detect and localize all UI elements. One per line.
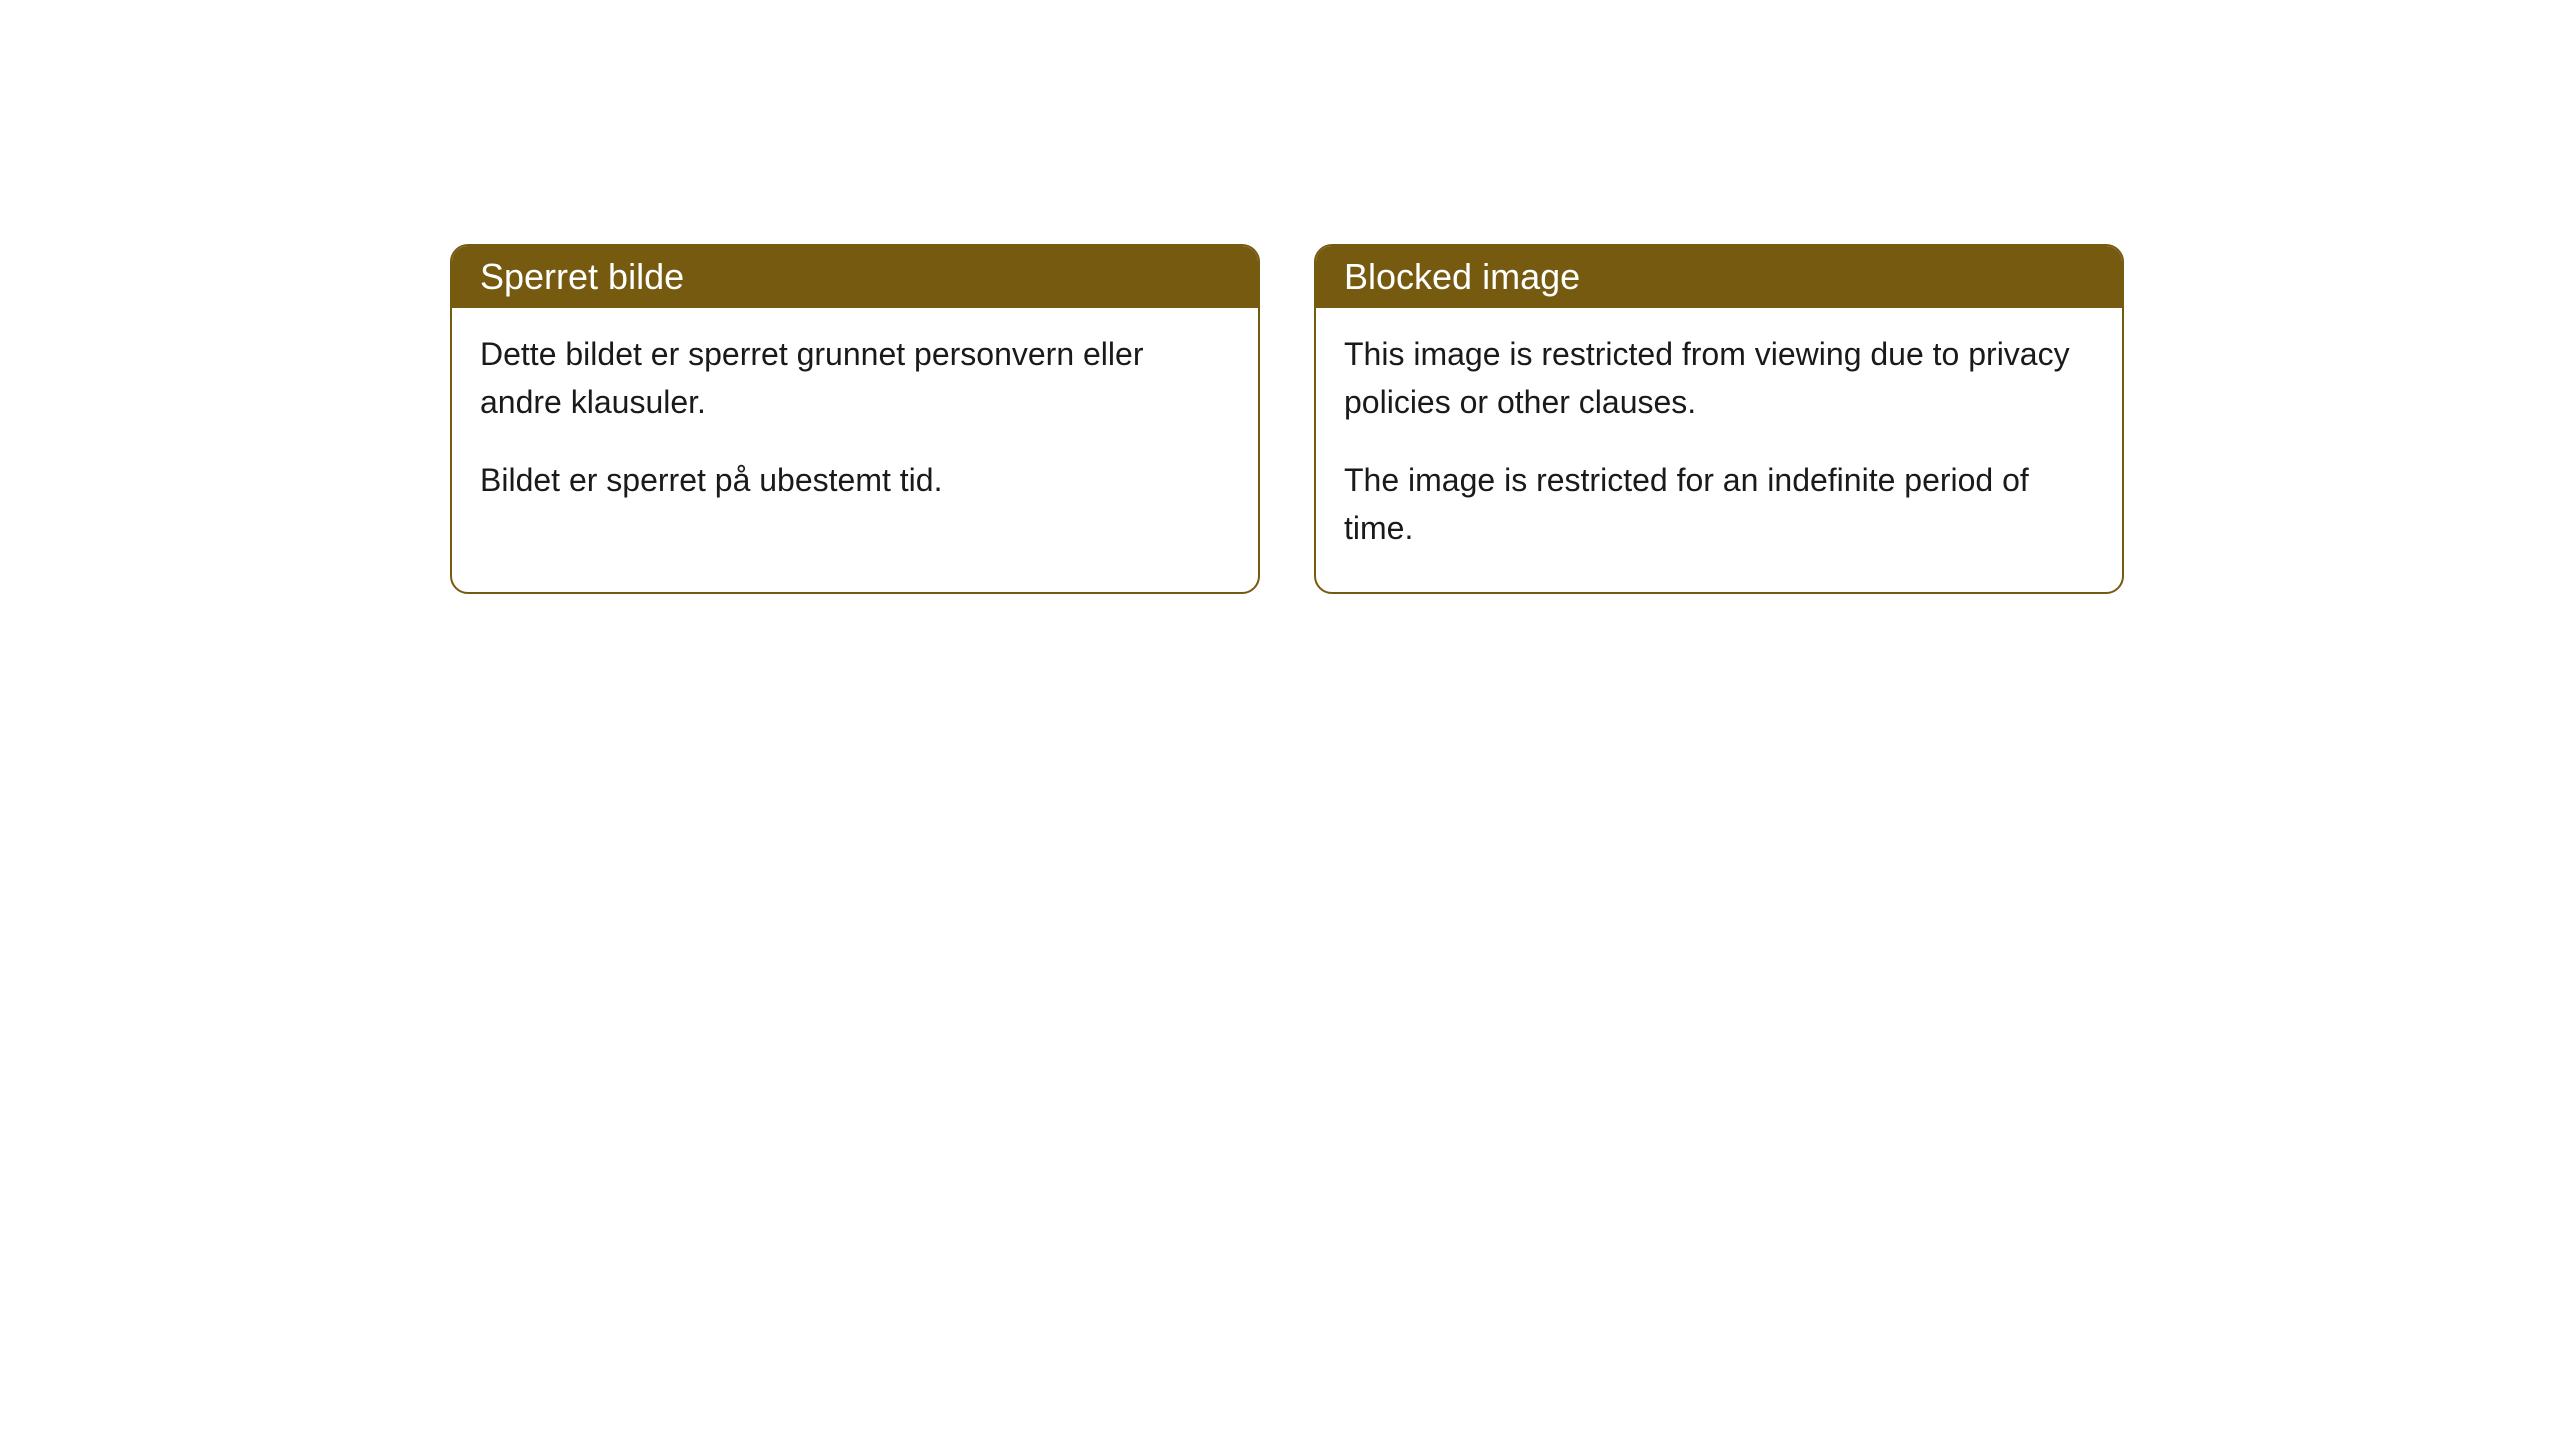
card-header: Blocked image [1316, 246, 2122, 308]
card-paragraph-1: This image is restricted from viewing du… [1344, 330, 2094, 426]
card-title: Sperret bilde [480, 256, 684, 297]
card-title: Blocked image [1344, 256, 1580, 297]
card-paragraph-2: The image is restricted for an indefinit… [1344, 456, 2094, 552]
card-header: Sperret bilde [452, 246, 1258, 308]
blocked-image-card-english: Blocked image This image is restricted f… [1314, 244, 2124, 594]
card-body: This image is restricted from viewing du… [1316, 308, 2122, 592]
blocked-image-card-norwegian: Sperret bilde Dette bildet er sperret gr… [450, 244, 1260, 594]
notice-cards-container: Sperret bilde Dette bildet er sperret gr… [450, 244, 2560, 594]
card-paragraph-1: Dette bildet er sperret grunnet personve… [480, 330, 1230, 426]
card-body: Dette bildet er sperret grunnet personve… [452, 308, 1258, 544]
card-paragraph-2: Bildet er sperret på ubestemt tid. [480, 456, 1230, 504]
